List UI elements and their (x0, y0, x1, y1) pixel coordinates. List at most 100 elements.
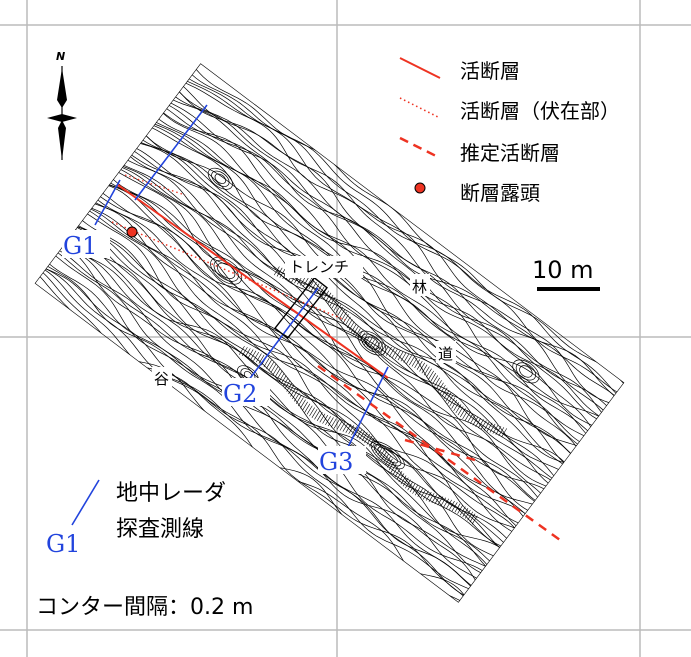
contour-line (103, 183, 538, 507)
scarp-hachure (449, 500, 455, 510)
inferred-fault-line-2 (404, 438, 476, 462)
scarp-hachure (302, 277, 309, 287)
scarp-hachure (371, 439, 377, 449)
scarp-hachure (423, 366, 430, 376)
scarp-hachure (335, 304, 342, 314)
scarp-hachure (411, 357, 418, 367)
contour-line (142, 132, 580, 451)
contour-line (150, 121, 589, 439)
fault-outcrop-point (126, 226, 138, 238)
legend-active-fault-swatch (399, 57, 441, 79)
contour-line (86, 206, 520, 531)
scarp-hachure (400, 475, 407, 485)
scarp-hachure (377, 446, 384, 456)
contour-line (96, 193, 530, 517)
scarp-hachure (288, 385, 295, 395)
scarp-hachure (272, 365, 279, 375)
gpr-label-g3: G3 (319, 448, 353, 476)
north-arrow: N (47, 50, 77, 160)
scarp-hachure (258, 354, 265, 364)
scarp-hachure (430, 372, 437, 382)
contour-line (147, 125, 582, 448)
contour-ring (512, 359, 540, 384)
scarp-hachure (420, 489, 426, 499)
contour-line (86, 206, 517, 535)
scarp-hachure (309, 407, 315, 417)
scarp-hachure (445, 392, 452, 402)
scarp-hachure (437, 496, 444, 506)
contour-ring (211, 170, 230, 187)
scarp-hachure (239, 345, 245, 355)
scarp-hachure (361, 334, 368, 344)
scarp-hachure (297, 397, 304, 407)
scarp-hachure (290, 387, 296, 397)
trench-label-bg (285, 256, 363, 278)
contour-line (116, 167, 545, 497)
g1-label-bg (62, 230, 110, 258)
scarp-hachure (379, 448, 386, 458)
scarp-hachure (366, 337, 373, 347)
gpr-line-g3 (347, 366, 389, 448)
contour-line (175, 88, 611, 410)
scarp-hachure (391, 349, 398, 359)
contour-line (136, 140, 568, 466)
scarp-hachure (447, 395, 454, 404)
scarp-hachure (359, 430, 366, 440)
scarp-hachure (318, 286, 325, 296)
scarp-hachure (432, 375, 439, 385)
scarp-hachure (443, 498, 450, 508)
scarp-hachure (311, 409, 318, 418)
contour-line (74, 222, 504, 552)
scarp-hachure (385, 456, 391, 466)
scarp-hachure (333, 301, 340, 311)
scarp-hachure (431, 494, 438, 504)
contour-line (58, 243, 486, 576)
scarp-hachure (247, 349, 254, 359)
legend: 活断層 活断層（伏在部） 推定活断層 断層露頭 (399, 57, 620, 205)
forest-road-label-bg-1 (410, 274, 430, 296)
scarp-hachure (472, 416, 479, 426)
scarp-hachure (501, 428, 508, 438)
scarp-hachure (462, 508, 469, 517)
scarp-hachure (380, 344, 386, 354)
scarp-hachure (374, 342, 381, 352)
forest-road-label-2: 道 (438, 345, 453, 363)
scarp-hachure (270, 363, 277, 373)
scarp-hachure (455, 404, 462, 414)
g2-label-bg (222, 378, 270, 406)
scarp-hachure (416, 360, 423, 370)
scarp-hachure (469, 513, 476, 523)
scarp-hachure (409, 483, 416, 493)
legend-outcrop-swatch (414, 182, 426, 194)
gpr-line-g2 (244, 287, 319, 386)
scarp-hachure (460, 408, 466, 418)
scarp-hachure (390, 463, 397, 473)
scale-bar: 10 m (532, 256, 600, 291)
contour-line (171, 93, 606, 417)
scarp-hachure (330, 418, 337, 428)
scarp-hachure (377, 343, 384, 353)
scarp-hachure (306, 405, 313, 415)
scarp-hachure (464, 509, 471, 519)
scarp-hachure (406, 354, 413, 364)
scarp-hachure (409, 356, 415, 366)
scarp-hachure (412, 484, 419, 494)
scarp-hachure (263, 358, 270, 368)
gpr-label-g2: G2 (223, 380, 257, 408)
scarp-hachure (388, 348, 395, 357)
trench-label: トレンチ (289, 258, 349, 276)
contour-line (53, 249, 487, 574)
scarp-hachure (419, 362, 425, 372)
scarp-hachure (392, 466, 399, 476)
contour-line (118, 164, 552, 489)
scarp-hachure (331, 299, 338, 309)
valley-label: 谷 (154, 370, 169, 388)
scarp-hachure (480, 420, 487, 430)
scarp-hachure (346, 319, 353, 329)
scarp-hachure (276, 370, 283, 380)
legend-outcrop-label: 断層露頭 (460, 181, 540, 205)
contour-line (61, 239, 494, 565)
contour-line (117, 165, 555, 484)
scarp-hachure (414, 486, 421, 496)
